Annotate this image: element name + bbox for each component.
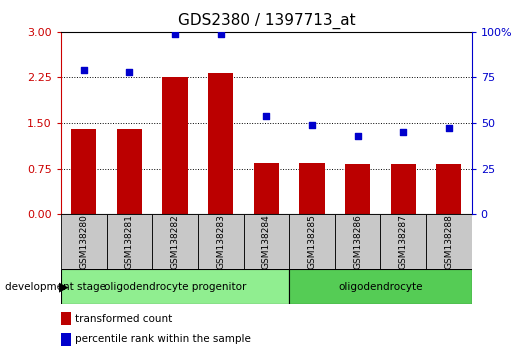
Text: GSM138280: GSM138280 (80, 214, 89, 269)
Text: GSM138286: GSM138286 (353, 214, 362, 269)
Bar (61, 312, 71, 325)
Text: ▶: ▶ (59, 280, 69, 293)
Bar (61, 333, 71, 346)
Bar (107, 214, 152, 269)
Text: GSM138284: GSM138284 (262, 214, 271, 269)
Point (308, 122, 316, 128)
Text: transformed count: transformed count (75, 314, 173, 324)
Bar (208, 73, 233, 214)
Bar (335, 214, 381, 269)
Bar (71, 129, 96, 214)
Text: GSM138288: GSM138288 (444, 214, 453, 269)
Point (354, 133, 362, 139)
Point (399, 129, 408, 135)
Bar (61, 214, 107, 269)
Text: oligodendrocyte progenitor: oligodendrocyte progenitor (104, 282, 246, 292)
Point (171, 31, 179, 36)
Text: GSM138281: GSM138281 (125, 214, 134, 269)
Bar (163, 78, 188, 214)
Bar (198, 214, 243, 269)
Bar (345, 164, 370, 214)
Point (80, 67, 88, 73)
Point (125, 69, 134, 75)
Bar (391, 164, 416, 214)
Text: development stage: development stage (5, 282, 107, 292)
Text: oligodendrocyte: oligodendrocyte (338, 282, 422, 292)
Bar (426, 214, 472, 269)
Bar (117, 129, 142, 214)
Text: percentile rank within the sample: percentile rank within the sample (75, 335, 251, 344)
Text: GSM138283: GSM138283 (216, 214, 225, 269)
Bar (381, 214, 426, 269)
Bar (289, 269, 472, 304)
Bar (152, 214, 198, 269)
Bar (436, 164, 462, 214)
Point (216, 31, 225, 36)
Bar (243, 214, 289, 269)
Text: GSM138282: GSM138282 (171, 214, 180, 269)
Text: GSM138287: GSM138287 (399, 214, 408, 269)
Bar (61, 269, 289, 304)
Text: GSM138285: GSM138285 (307, 214, 316, 269)
Bar (289, 214, 335, 269)
Bar (299, 162, 324, 214)
Title: GDS2380 / 1397713_at: GDS2380 / 1397713_at (178, 13, 355, 29)
Bar (254, 162, 279, 214)
Point (445, 126, 453, 131)
Point (262, 113, 270, 119)
